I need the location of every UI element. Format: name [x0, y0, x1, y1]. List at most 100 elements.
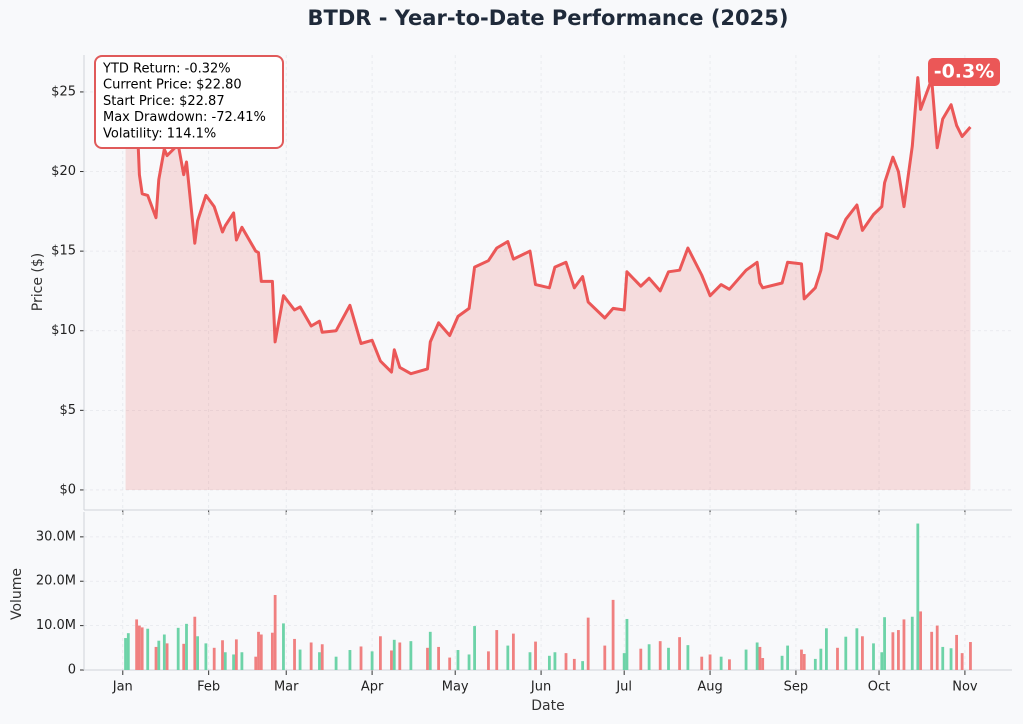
x-tick-label: May	[442, 680, 469, 695]
return-badge-text: -0.3%	[934, 61, 995, 83]
volume-bar	[298, 649, 302, 670]
volume-bar	[221, 640, 224, 670]
volume-bar	[204, 643, 208, 670]
volume-bar	[273, 594, 277, 670]
volume-bar	[426, 647, 429, 670]
volume-bar	[825, 628, 828, 670]
volume-bar	[844, 636, 848, 670]
volume-bar	[572, 658, 576, 670]
x-tick-label: Mar	[274, 680, 299, 695]
y-tick-label: $10	[51, 323, 76, 338]
volume-bar	[473, 626, 476, 670]
stats-text: YTD Return: -0.32%	[102, 62, 231, 77]
volume-bar	[126, 633, 130, 670]
volume-bar	[534, 641, 537, 670]
volume-bar	[625, 618, 629, 670]
y-axis-label: Volume	[9, 568, 25, 620]
volume-bar	[379, 636, 382, 670]
volume-bar	[140, 627, 144, 670]
volume-bar	[511, 633, 515, 670]
volume-bar	[212, 647, 216, 670]
volume-bar	[437, 646, 440, 670]
price-area	[125, 77, 971, 490]
volume-bar	[891, 632, 895, 670]
volume-bar	[969, 642, 972, 670]
volume-bar	[553, 652, 557, 670]
volume-bar	[124, 638, 127, 670]
volume-bar	[819, 648, 823, 670]
y-tick-label: 10.0M	[36, 618, 76, 633]
y-tick-label: 20.0M	[36, 574, 76, 589]
volume-bar	[309, 642, 313, 670]
volume-bar	[293, 638, 296, 670]
x-tick-label: Aug	[697, 680, 722, 695]
volume-bar	[165, 643, 169, 670]
volume-bar	[719, 656, 723, 670]
volume-bar	[880, 652, 884, 670]
volume-bar	[176, 627, 180, 670]
volume-bar	[755, 642, 759, 670]
volume-bar	[359, 646, 363, 670]
volume-bar	[135, 619, 139, 670]
volume-bar	[254, 656, 258, 670]
volume-bar	[919, 611, 922, 670]
volume-bar	[467, 654, 471, 670]
x-tick-label: Jan	[112, 680, 133, 695]
volume-bar	[154, 646, 158, 670]
stats-text: Volatility: 114.1%	[103, 126, 216, 141]
volume-bar	[802, 654, 806, 670]
volume-bar	[700, 656, 704, 670]
volume-bar	[658, 641, 662, 670]
stats-box	[94, 55, 284, 149]
volume-bar	[586, 617, 590, 670]
volume-bar	[259, 634, 263, 670]
y-tick-label: $5	[59, 403, 76, 418]
chart-title: BTDR - Year-to-Date Performance (2025)	[308, 6, 789, 30]
volume-bar	[564, 653, 568, 670]
volume-bar	[647, 644, 651, 670]
x-tick-label: Feb	[197, 680, 220, 695]
x-tick-label: Jun	[530, 680, 551, 695]
volume-bar	[257, 631, 260, 670]
volume-bar	[678, 637, 681, 670]
y-tick-label: $15	[51, 244, 76, 259]
volume-bar	[348, 650, 352, 670]
volume-bar	[146, 628, 150, 670]
volume-bar	[603, 645, 607, 670]
volume-bar	[162, 634, 166, 670]
volume-bar	[581, 661, 585, 670]
volume-bar	[409, 641, 413, 670]
volume-bar	[282, 623, 285, 670]
volume-bar	[234, 639, 238, 670]
volume-bar	[370, 651, 374, 670]
stats-text: Current Price: $22.80	[103, 78, 242, 93]
volume-bar	[428, 631, 432, 670]
volume-bar	[639, 648, 643, 670]
volume-bar	[223, 652, 227, 670]
y-tick-label: $20	[51, 164, 76, 179]
volume-bar	[902, 619, 906, 670]
y-axis-label: Price ($)	[30, 253, 46, 311]
volume-bar	[622, 653, 626, 670]
volume-bar	[185, 623, 188, 670]
volume-bar	[318, 652, 321, 670]
volume-bar	[487, 651, 490, 670]
volume-bar	[941, 646, 945, 670]
volume-bar	[448, 657, 452, 670]
volume-bar	[157, 640, 161, 670]
volume-bar	[786, 645, 790, 670]
return-badge	[928, 58, 1000, 86]
volume-bar	[708, 654, 712, 670]
y-tick-label: $0	[59, 482, 76, 497]
volume-bar	[758, 646, 762, 670]
volume-bar	[686, 645, 690, 670]
volume-bar	[456, 650, 460, 670]
volume-bar	[960, 653, 964, 670]
volume-bar	[761, 658, 765, 670]
volume-bar	[270, 632, 274, 670]
volume-bar	[667, 647, 670, 670]
price-line	[124, 76, 972, 376]
x-axis-label: Date	[531, 698, 564, 714]
volume-bar	[182, 643, 186, 670]
